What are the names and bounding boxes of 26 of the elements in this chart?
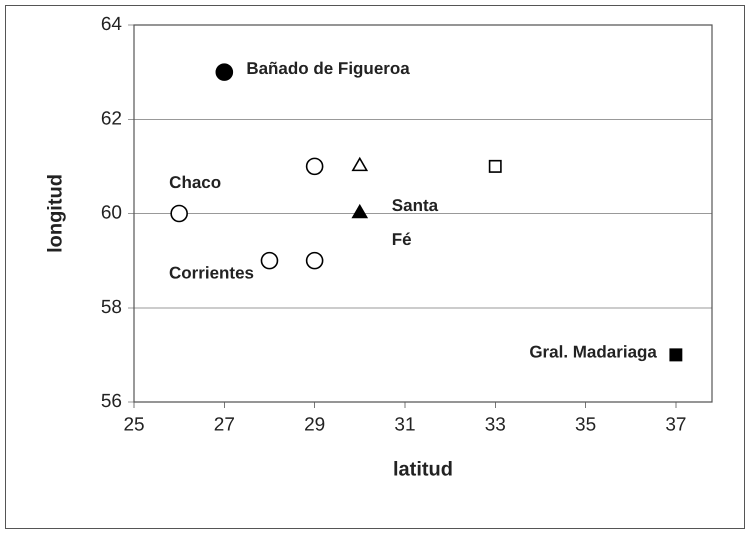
point [488, 160, 502, 173]
y-axis-title: longitud [44, 174, 67, 253]
point [170, 204, 188, 222]
x-tick-label: 29 [304, 414, 326, 436]
x-tick-label: 33 [484, 414, 506, 436]
point [306, 252, 324, 270]
annotation: Gral. Madariaga [529, 342, 658, 362]
annotation: Bañado de Figueroa [246, 58, 410, 78]
point [669, 348, 682, 362]
point [306, 158, 324, 176]
point [216, 63, 234, 81]
annotation: Chaco [169, 173, 222, 192]
x-tick-label: 37 [665, 414, 686, 436]
y-tick-label: 60 [100, 202, 122, 224]
annotation: Corrientes [168, 263, 254, 282]
x-axis-title: latitud [393, 458, 453, 481]
y-tick-label: 56 [100, 391, 122, 412]
annotation: Santa Fé [392, 196, 439, 250]
x-tick-label: 25 [123, 414, 145, 436]
y-tick-label: 58 [100, 296, 122, 318]
x-tick-label: 27 [214, 414, 235, 436]
y-tick-label: 62 [100, 108, 122, 130]
point [260, 252, 278, 270]
x-tick-label: 31 [394, 414, 416, 436]
y-tick-label: 64 [100, 14, 122, 36]
x-tick-label: 35 [574, 414, 596, 436]
